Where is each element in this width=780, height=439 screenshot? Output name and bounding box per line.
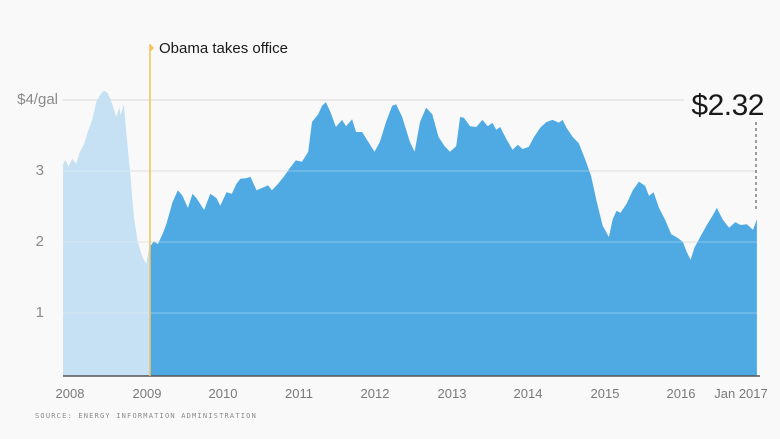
- y-tick-4: $4/gal: [17, 91, 58, 108]
- grid-lines-overlay: [63, 170, 757, 314]
- x-tick-2011: 2011: [285, 386, 313, 401]
- x-tick-2008: 2008: [55, 386, 85, 401]
- annotation-marker-icon: [150, 44, 154, 52]
- obama-era-area: [150, 102, 757, 376]
- source-note: Source: Energy Information Administratio…: [35, 412, 257, 420]
- x-tick-2015: 2015: [590, 386, 620, 401]
- x-tick-2016: 2016: [666, 386, 696, 401]
- y-tick-3: 3: [35, 162, 44, 179]
- x-tick-2010: 2010: [208, 386, 238, 401]
- annotation-label: Obama takes office: [159, 40, 288, 57]
- x-tick-2014: 2014: [513, 386, 543, 401]
- y-tick-1: 1: [35, 304, 44, 321]
- last-value-label: $2.32: [691, 89, 764, 122]
- x-tick-jan-2017: Jan 2017: [714, 386, 768, 401]
- x-tick-2012: 2012: [360, 386, 390, 401]
- x-tick-2009: 2009: [132, 386, 162, 401]
- y-tick-2: 2: [35, 233, 44, 250]
- x-tick-2013: 2013: [437, 386, 467, 401]
- pre-obama-area: [63, 90, 151, 377]
